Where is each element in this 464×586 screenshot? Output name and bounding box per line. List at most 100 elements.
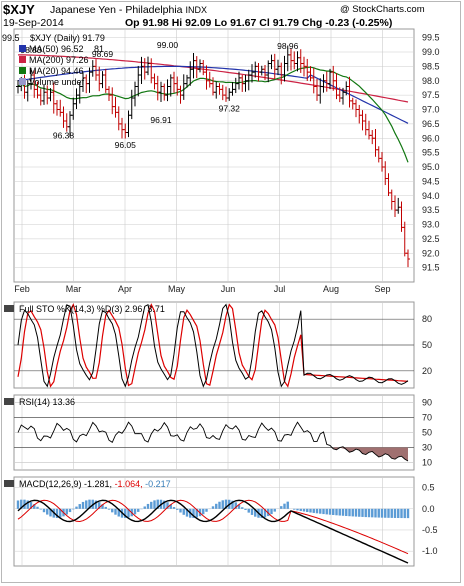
month-label-sep: Sep [374, 284, 390, 294]
price-annotation: 98.96 [277, 41, 299, 51]
macd-hist-bar [166, 502, 169, 509]
macd-hist-bar [384, 508, 387, 518]
macd-hist-bar [205, 508, 208, 512]
macd-hist-bar [169, 504, 172, 509]
macd-hist-bar [104, 506, 107, 509]
change-value: Chg -0.23 (-0.25%) [301, 17, 393, 29]
legend-ma20-swatch [19, 67, 26, 74]
chart-symbol: $XJY [3, 2, 35, 17]
macd-hist-bar [88, 499, 91, 509]
macd-hist-bar [16, 500, 20, 509]
macd-hist-bar [302, 508, 306, 512]
macd-hist-bar [202, 508, 205, 515]
macd-hist-bar [380, 508, 384, 518]
macd-hist-bar [280, 506, 283, 509]
macd-hist-bar [107, 508, 111, 510]
month-label-jul: Jul [274, 284, 286, 294]
macd-hist-bar [371, 508, 374, 518]
macd-hist-bar [361, 508, 364, 517]
price-panel-frame [13, 28, 415, 283]
rsi-axis-label: 10 [422, 458, 432, 468]
macd-hist-bar [101, 504, 104, 509]
macd-hist-bar [293, 508, 296, 510]
macd-hist-bar [335, 508, 338, 516]
price-axis-label: 94.5 [422, 176, 440, 186]
macd-hist-bar [260, 508, 263, 518]
legend-series: $XJY (Daily) 91.79 [30, 33, 105, 43]
rsi-line [17, 421, 409, 462]
price-axis-label: 94.0 [422, 191, 440, 201]
macd-hist-bar [20, 499, 23, 509]
macd-hist-bar [124, 508, 127, 518]
price-axis-label: 99.0 [422, 47, 440, 57]
price-axis-label: 97.5 [422, 90, 440, 100]
price-axis-label: 99.5 [422, 33, 440, 43]
price-axis-label: 93.5 [422, 205, 440, 215]
macd-hist-bar [263, 508, 267, 518]
sto-k-line [17, 303, 409, 388]
price-axis-label: 98.0 [422, 76, 440, 86]
sto-label: Full STO %K(14,3) %D(3) 2.96, 3.71 [19, 304, 165, 314]
macd-label-swatch [4, 480, 14, 487]
macd-hist-bar [400, 508, 403, 519]
macd-hist-bar [153, 500, 156, 509]
low-value: Lo 91.67 [214, 17, 257, 29]
price-axis-label: 95.0 [422, 162, 440, 172]
macd-hist-bar [273, 508, 276, 512]
sto-d-line [17, 303, 409, 388]
macd-hist-bar [345, 508, 348, 517]
legend-ma50: MA(50) 96.52 [29, 44, 84, 54]
price-annotation: 96.91 [150, 115, 172, 125]
macd-hist-bar [111, 508, 114, 513]
rsi-oversold-fill [333, 447, 408, 461]
legend-ma50-tag: 81 [94, 44, 104, 54]
macd-hist-bar [68, 508, 72, 513]
macd-hist-bar [286, 501, 289, 509]
macd-hist-bar [397, 508, 400, 519]
macd-hist-bar [163, 500, 166, 509]
month-label-jun: Jun [221, 284, 236, 294]
price-axis-label: 97.0 [422, 105, 440, 115]
macd-hist-bar [351, 508, 354, 517]
macd-hist-bar [270, 508, 273, 515]
price-axis-label: 95.5 [422, 148, 440, 158]
macd-axis-label: 0.0 [422, 504, 435, 514]
rsi-axis-label: 50 [422, 428, 432, 438]
legend-ma200: MA(200) 97.26 [29, 55, 89, 65]
macd-axis-label: -1.0 [422, 546, 438, 556]
macd-hist-bar [315, 508, 319, 514]
macd-axis-label: -0.5 [422, 525, 438, 535]
macd-hist-bar [133, 508, 137, 515]
macd-hist-bar [367, 508, 371, 518]
macd-hist-bar [231, 500, 234, 509]
legend-volume-swatch [19, 78, 26, 85]
macd-hist-bar [176, 508, 179, 510]
macd-hist-bar [306, 508, 309, 513]
month-label-feb: Feb [14, 284, 30, 294]
watermark: @ StockCharts.com [340, 4, 425, 15]
macd-hist-bar [328, 508, 332, 515]
macd-hist-bar [348, 508, 351, 517]
month-label-aug: Aug [323, 284, 339, 294]
macd-hist-bar [406, 508, 410, 519]
macd-hist-bar [319, 508, 322, 514]
macd-hist-bar [218, 501, 221, 509]
macd-hist-bar [250, 508, 254, 515]
price-annotation: 98.69 [92, 49, 114, 59]
legend-volume: Volume undef [29, 77, 85, 87]
price-axis-label: 92.0 [422, 248, 440, 258]
macd-hist-bar [358, 508, 361, 517]
price-bar [406, 249, 410, 268]
price-axis-label: 93.0 [422, 220, 440, 230]
close-value: Cl 91.79 [259, 17, 299, 29]
macd-hist-bar [309, 508, 312, 513]
macd-hist-bar [72, 508, 75, 510]
macd-hist-bar [364, 508, 367, 518]
macd-hist-bar [143, 506, 146, 509]
macd-hist-bar [299, 508, 302, 511]
macd-hist-bar [26, 500, 29, 509]
macd-hist-bar [325, 508, 328, 515]
rsi-label: RSI(14) 13.36 [19, 397, 75, 407]
price-annotation: 96.05 [115, 140, 137, 150]
